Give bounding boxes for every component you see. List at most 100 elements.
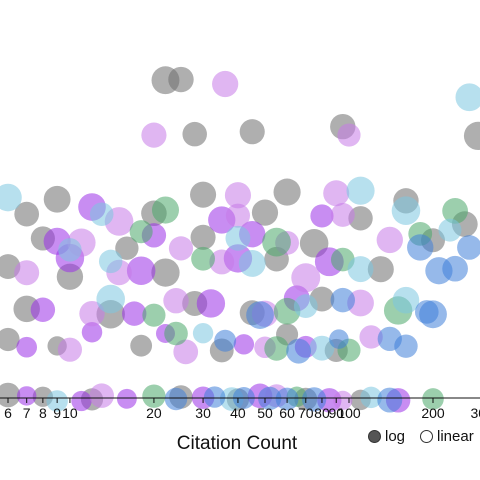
data-point[interactable]	[209, 249, 235, 275]
data-point[interactable]	[346, 176, 375, 205]
data-point[interactable]	[391, 196, 421, 225]
data-point[interactable]	[360, 386, 382, 409]
data-point[interactable]	[293, 294, 318, 319]
data-point[interactable]	[359, 325, 383, 349]
data-point[interactable]	[286, 338, 312, 364]
data-point[interactable]	[246, 301, 274, 329]
data-point[interactable]	[239, 119, 265, 145]
scale-option-log[interactable]: log	[368, 428, 405, 445]
data-point[interactable]	[30, 297, 56, 322]
data-point[interactable]	[377, 387, 403, 413]
data-point[interactable]	[291, 263, 321, 293]
data-point[interactable]	[233, 334, 255, 355]
data-point[interactable]	[196, 289, 226, 318]
data-point[interactable]	[442, 197, 468, 224]
data-point[interactable]	[96, 284, 125, 314]
data-point[interactable]	[0, 327, 20, 352]
data-point[interactable]	[115, 236, 139, 260]
data-point[interactable]	[225, 225, 251, 251]
data-point[interactable]	[168, 236, 194, 261]
data-point[interactable]	[238, 250, 266, 277]
data-point[interactable]	[130, 334, 153, 357]
linear-radio-icon[interactable]	[420, 430, 433, 443]
data-point[interactable]	[191, 246, 215, 271]
data-point[interactable]	[333, 390, 353, 410]
data-point[interactable]	[168, 66, 194, 93]
data-point[interactable]	[309, 335, 335, 361]
data-point[interactable]	[173, 339, 199, 365]
data-point[interactable]	[16, 386, 37, 406]
data-point[interactable]	[407, 234, 434, 261]
data-point[interactable]	[192, 323, 214, 344]
x-tick-label: 9	[53, 405, 61, 421]
data-point[interactable]	[164, 387, 188, 411]
data-point[interactable]	[329, 329, 349, 349]
data-point[interactable]	[151, 258, 180, 287]
x-tick-label: 20	[146, 405, 162, 421]
data-point[interactable]	[0, 183, 22, 212]
data-point[interactable]	[262, 227, 291, 257]
x-tick-label: 70	[298, 405, 314, 421]
x-tick-label: 10	[62, 405, 78, 421]
data-point[interactable]	[367, 256, 394, 283]
data-point[interactable]	[126, 256, 156, 286]
data-point[interactable]	[337, 123, 361, 147]
data-point[interactable]	[224, 182, 252, 209]
data-point[interactable]	[419, 300, 447, 329]
data-point[interactable]	[182, 121, 207, 147]
data-point[interactable]	[79, 300, 105, 327]
data-point[interactable]	[457, 235, 480, 260]
data-point[interactable]	[89, 383, 114, 408]
data-point[interactable]	[190, 224, 216, 250]
x-tick-label: 60	[279, 405, 295, 421]
data-point[interactable]	[394, 334, 418, 358]
data-point[interactable]	[442, 255, 468, 282]
log-radio-icon[interactable]	[368, 430, 381, 443]
data-point[interactable]	[16, 336, 38, 358]
data-point[interactable]	[330, 202, 355, 227]
data-point[interactable]	[203, 386, 226, 408]
data-point[interactable]	[151, 196, 180, 224]
data-point[interactable]	[463, 121, 480, 151]
data-point[interactable]	[163, 287, 189, 314]
data-point[interactable]	[455, 83, 480, 112]
data-point[interactable]	[122, 301, 147, 326]
data-point[interactable]	[89, 202, 114, 227]
data-point[interactable]	[212, 70, 239, 98]
x-axis-title: Citation Count	[177, 433, 298, 454]
data-point[interactable]	[190, 181, 217, 208]
data-point[interactable]	[438, 218, 462, 242]
data-point[interactable]	[98, 249, 123, 274]
data-point[interactable]	[71, 390, 92, 412]
data-point[interactable]	[347, 256, 374, 283]
data-point[interactable]	[142, 384, 166, 408]
data-point[interactable]	[116, 388, 137, 409]
data-point[interactable]	[301, 387, 327, 412]
data-point[interactable]	[330, 287, 355, 313]
data-point[interactable]	[0, 382, 21, 408]
data-point[interactable]	[14, 260, 40, 286]
data-point[interactable]	[81, 321, 103, 343]
data-point[interactable]	[273, 297, 301, 325]
data-point[interactable]	[310, 204, 334, 228]
data-point[interactable]	[57, 337, 82, 362]
data-point[interactable]	[214, 329, 237, 352]
data-point[interactable]	[273, 178, 301, 206]
data-point[interactable]	[58, 238, 82, 262]
data-point[interactable]	[376, 226, 403, 254]
data-point[interactable]	[225, 203, 251, 228]
x-tick-label: 40	[230, 405, 246, 421]
data-point[interactable]	[164, 321, 188, 346]
data-point[interactable]	[251, 199, 279, 226]
data-point[interactable]	[142, 303, 166, 327]
data-point[interactable]	[14, 201, 40, 227]
data-point[interactable]	[323, 180, 350, 207]
data-point[interactable]	[392, 286, 420, 314]
data-point[interactable]	[43, 185, 71, 213]
data-point[interactable]	[141, 122, 167, 148]
data-point[interactable]	[264, 336, 289, 361]
x-tick-label: 80	[314, 405, 330, 421]
scale-option-linear[interactable]: linear	[420, 428, 474, 445]
data-point[interactable]	[129, 220, 153, 244]
